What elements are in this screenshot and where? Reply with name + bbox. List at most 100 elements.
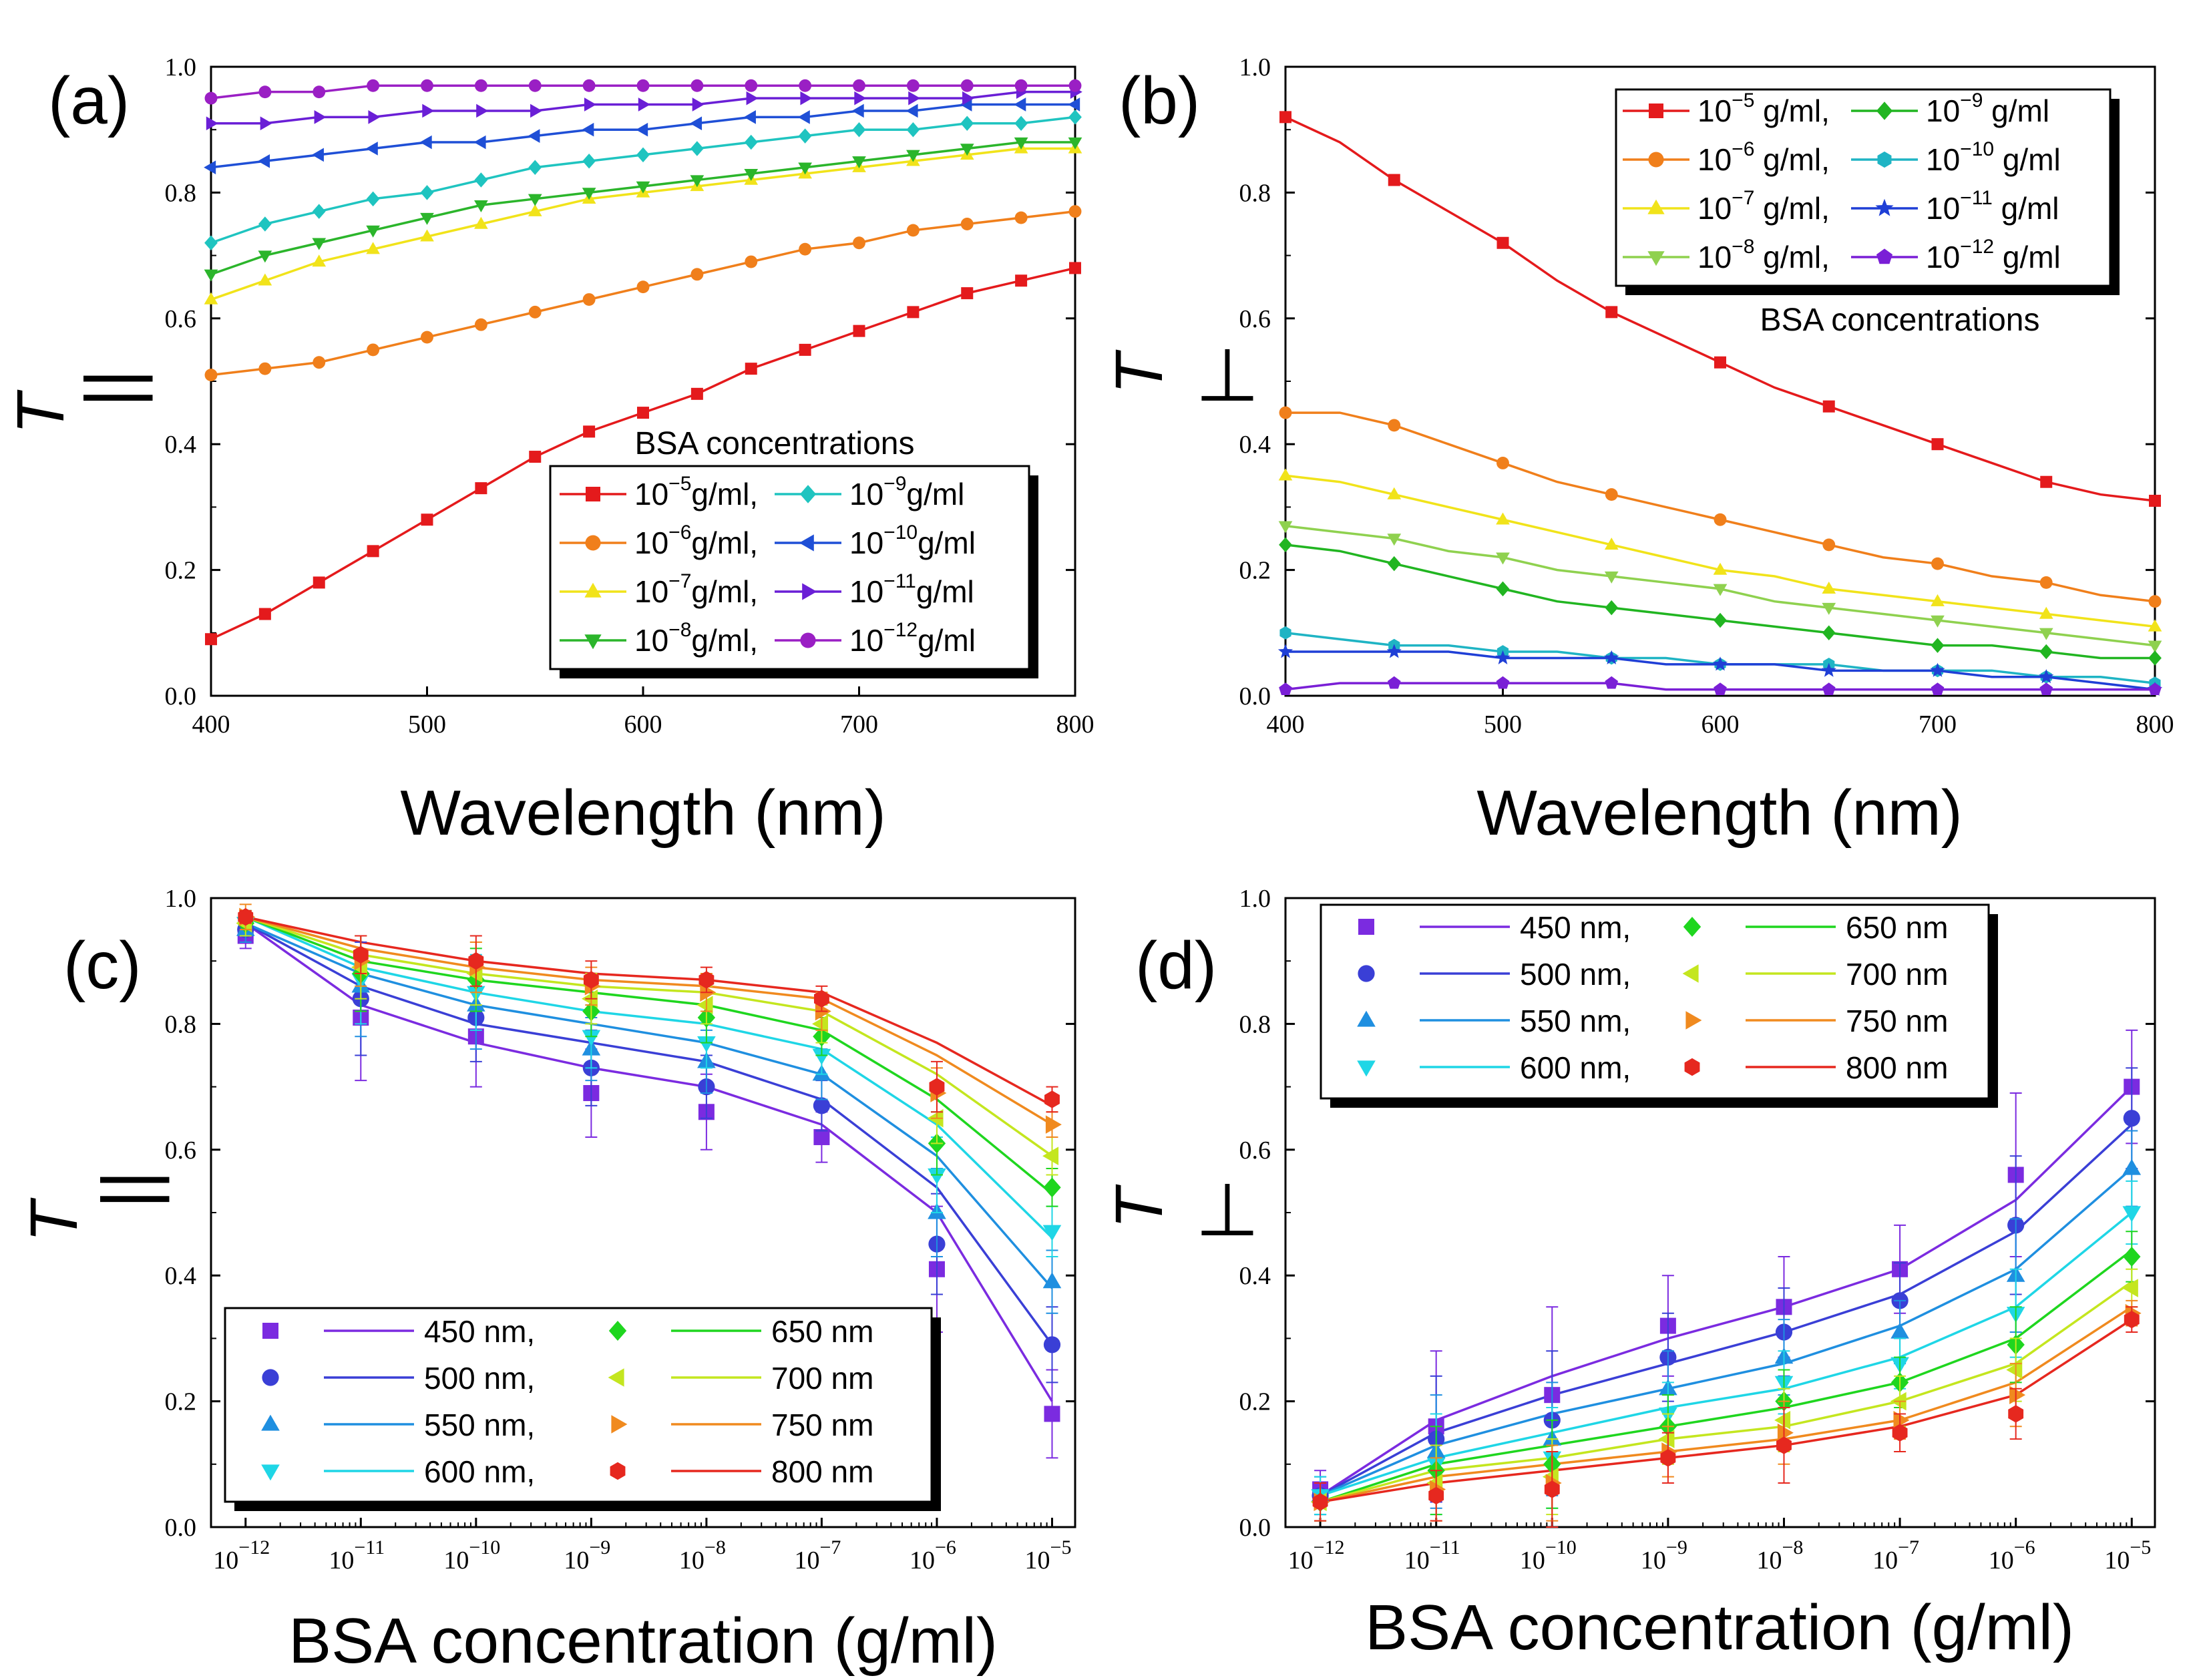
x-tick-label: 600 [624,710,662,739]
y-axis-title-b-letter: T [1102,350,1177,395]
x-tick-label: 10−5 [2104,1536,2151,1574]
data-point-a-1 [582,293,596,306]
y-axis-title-a: T [3,390,78,435]
legend-title-b: BSA concentrations [1760,302,2040,338]
data-point-c-6 [1045,1115,1062,1134]
data-point-a-0 [583,425,596,438]
legend-label-a-7: 10−12g/ml [849,619,976,658]
data-point-a-0 [853,325,865,337]
data-point-b-4 [2148,650,2162,666]
data-point-a-5 [1014,97,1026,112]
data-point-b-1 [2039,576,2053,589]
data-point-b-4 [1822,625,1836,641]
legend-box-b [1615,88,2112,287]
data-point-a-7 [313,85,326,99]
data-point-d-2 [2122,1159,2142,1175]
legend-marker-b-6 [1875,198,1894,216]
y-axis-title-b: T [1102,350,1177,395]
data-point-a-2 [420,229,434,242]
data-point-b-2 [1713,562,1728,575]
x-tick-label: 10−5 [1025,1536,1072,1574]
x-tick-label: 10−10 [443,1536,500,1574]
data-point-a-0 [690,387,703,400]
data-point-b-3 [2039,628,2053,640]
x-tick-label: 10−7 [794,1536,841,1574]
data-point-a-4 [906,122,920,138]
data-point-a-1 [313,356,326,369]
data-point-d-7 [1428,1486,1444,1505]
data-point-a-4 [690,141,704,156]
legend-marker-a-7 [800,632,816,648]
legend-label-a-2: 10−7g/ml, [634,570,758,609]
y-tick-label: 0.8 [1239,1010,1271,1038]
data-point-a-5 [797,110,810,124]
fit-curve-c-2 [245,922,1053,1289]
legend-marker-c-2 [261,1414,280,1431]
fit-curve-d-1 [1320,1123,2133,1497]
data-point-a-4 [798,128,812,144]
data-point-a-2 [528,204,542,216]
data-point-a-1 [853,236,865,250]
x-tick-label: 500 [1484,710,1522,739]
data-point-a-4 [582,154,596,169]
data-point-b-6 [1712,656,1728,671]
data-point-a-3 [582,188,596,200]
data-point-b-7 [2148,682,2162,695]
data-point-a-6 [530,103,543,118]
legend-label-b-4: 10−9 g/ml [1926,89,2049,128]
data-point-a-5 [528,129,540,143]
x-tick-label: 400 [192,710,230,739]
data-point-a-1 [690,268,704,281]
data-point-a-5 [419,135,432,150]
legend-marker-a-3 [584,634,602,650]
data-point-a-0 [258,608,271,620]
y-tick-label: 0.0 [165,682,197,710]
data-point-d-4 [2123,1246,2141,1267]
data-point-c-3 [1042,1225,1062,1241]
data-point-a-2 [204,292,218,304]
series-line-a-4 [210,116,1076,244]
data-point-a-0 [1069,262,1081,274]
data-point-a-1 [421,331,433,344]
legend-marker-a-4 [799,485,817,503]
series-line-a-2 [210,147,1075,301]
data-point-a-0 [961,287,974,300]
y-axis-subscript-c: || [87,1171,170,1209]
legend-marker-c-6 [611,1415,628,1434]
y-tick-label: 0.8 [165,1010,197,1038]
ticks-c: 10−12 10−11 10−10 10−9 10−8 10−7 10−6 10−5 0.0 0.… [165,885,1075,1574]
legend-marker-c-3 [261,1464,280,1481]
data-point-c-2 [1042,1272,1062,1289]
legend-label-b-5: 10−10 g/ml [1926,138,2061,177]
legend-marker-b-3 [1647,251,1665,266]
data-point-c-7 [238,908,254,926]
data-point-a-3 [1068,137,1082,150]
data-point-a-4 [852,122,866,138]
data-point-a-0 [1015,274,1028,287]
legend-marker-c-4 [608,1321,627,1341]
legend-marker-b-5 [1877,151,1892,168]
data-point-a-6 [260,116,272,131]
data-point-a-3 [204,269,218,282]
data-point-a-7 [204,91,218,105]
legend-label-c-4: 650 nm [771,1314,873,1349]
x-tick-label: 10−11 [329,1536,385,1574]
y-axis-title-d-letter: T [1102,1185,1177,1229]
ticks-b: 400 500 600 700 800 0.0 0.2 0.4 0.6 0.8 1.0 [1239,53,2174,739]
legend-marker-b-0 [1649,103,1663,118]
data-point-a-3 [960,144,974,156]
legend-label-d-5: 700 nm [1846,957,1948,992]
data-point-a-4 [960,116,974,132]
x-tick-label: 500 [408,710,446,739]
legend-label-b-2: 10−7 g/ml, [1697,187,1830,226]
x-axis-title-c: BSA concentration (g/ml) [288,1605,998,1677]
fit-curve-d-0 [1320,1086,2133,1497]
data-point-b-1 [1822,538,1836,552]
data-point-b-7 [1931,682,1945,695]
data-point-a-1 [1014,211,1028,224]
data-point-c-1 [1043,1336,1061,1353]
data-point-a-7 [421,79,433,92]
x-tick-label: 800 [1056,710,1094,739]
data-point-d-7 [1544,1480,1560,1498]
data-point-a-5 [1068,97,1080,112]
